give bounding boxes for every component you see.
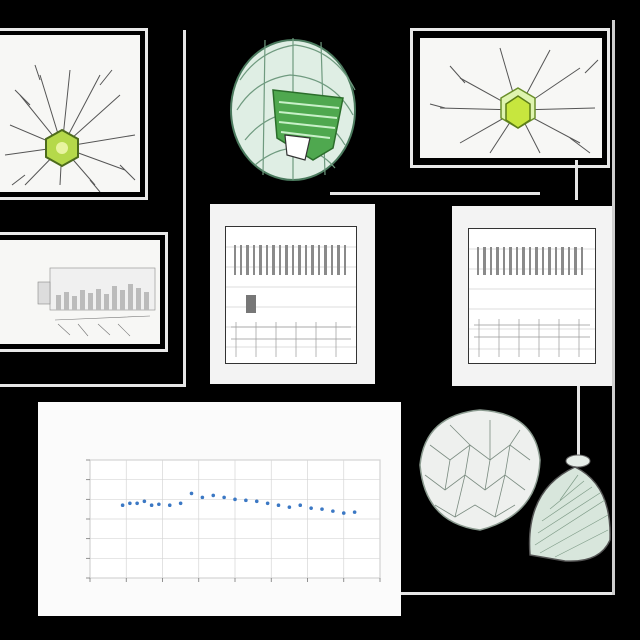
spectrogram-plot-right xyxy=(469,247,595,357)
spectrogram-panel-right xyxy=(468,228,596,364)
connector-right-down xyxy=(577,380,580,460)
spectrogram-plot-middle xyxy=(226,245,356,357)
scatter-point xyxy=(352,510,357,514)
scatter-point xyxy=(276,503,281,508)
mini-bars xyxy=(56,284,149,310)
scatter-point xyxy=(149,503,154,508)
scatter-point xyxy=(341,511,346,515)
scatter-point xyxy=(120,503,125,508)
dome-illustration xyxy=(520,445,615,565)
neuron-core-icon xyxy=(505,95,531,129)
scatter-point xyxy=(157,502,161,507)
scatter-point xyxy=(142,499,147,504)
chart-panel-left-frame xyxy=(0,232,168,352)
scatter-point xyxy=(135,501,139,506)
connector-left-horizontal xyxy=(0,384,186,387)
scatter-point xyxy=(287,505,292,509)
neuron-illustration-right xyxy=(429,47,599,154)
scatter-point xyxy=(298,503,303,508)
scatter-point xyxy=(178,501,183,506)
scatter-point xyxy=(309,506,313,510)
connector-bottom-right xyxy=(612,20,615,595)
chart-panel-left xyxy=(0,240,160,344)
main-scatter-chart xyxy=(86,459,381,582)
scatter-point xyxy=(320,507,324,511)
connector-bottom xyxy=(400,592,615,595)
scatter-point xyxy=(222,495,226,500)
mini-bar-chart-left xyxy=(37,267,156,337)
connector-top-mid xyxy=(330,192,540,195)
coral-illustration xyxy=(410,405,545,535)
scatter-point xyxy=(265,501,270,506)
scatter-point xyxy=(167,503,172,508)
scatter-point xyxy=(211,493,216,498)
neuron-panel-top-right-frame xyxy=(410,28,610,168)
scatter-point xyxy=(254,499,259,504)
connector-left-vertical xyxy=(183,30,186,387)
scatter-point xyxy=(233,497,237,502)
neuron-panel-top-left-frame xyxy=(0,28,148,200)
neuron-illustration-left xyxy=(4,64,136,192)
spectrogram-panel-middle xyxy=(225,226,357,364)
neuron-panel-top-right xyxy=(420,38,602,158)
connector-right-vertical xyxy=(575,160,578,200)
scatter-point xyxy=(189,491,194,496)
neuron-panel-top-left xyxy=(0,35,140,192)
scatter-point xyxy=(244,498,248,503)
scatter-point xyxy=(200,495,205,500)
scatter-point xyxy=(331,509,335,513)
organelle-illustration xyxy=(215,20,375,185)
scatter-point xyxy=(128,501,132,506)
